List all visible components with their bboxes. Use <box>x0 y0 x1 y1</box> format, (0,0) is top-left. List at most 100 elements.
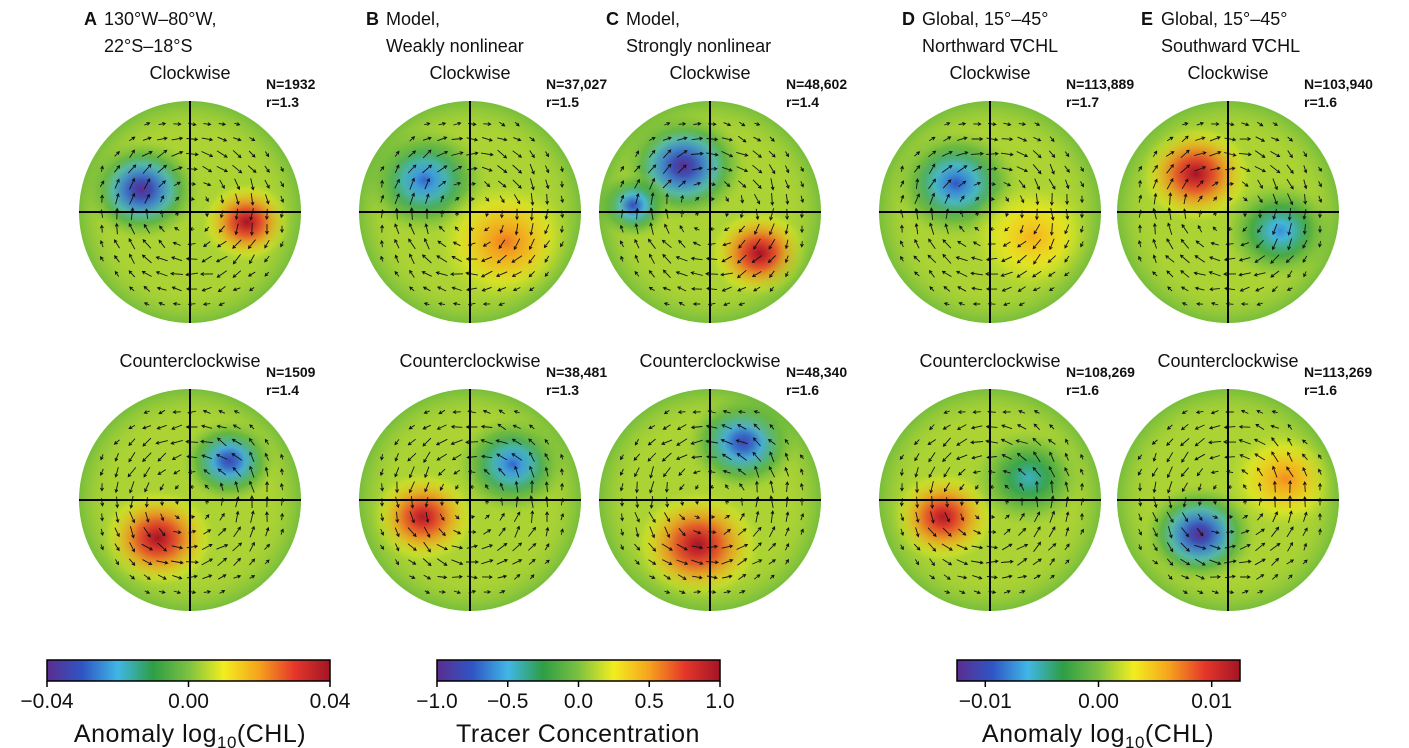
velocity-arrow <box>409 575 416 579</box>
velocity-arrow <box>751 255 762 264</box>
velocity-arrow <box>1286 287 1293 291</box>
column-title-line1: 130°W–80°W, <box>104 9 216 29</box>
velocity-arrow <box>200 439 214 444</box>
velocity-arrows <box>99 409 285 595</box>
velocity-arrow <box>1302 527 1308 537</box>
velocity-arrow <box>481 152 494 157</box>
velocity-arrow <box>1242 484 1247 490</box>
velocity-arrow <box>649 466 654 479</box>
velocity-arrow <box>1152 271 1158 277</box>
velocity-arrow <box>1238 424 1251 429</box>
velocity-arrow <box>1303 165 1308 174</box>
velocity-arrow <box>114 255 120 263</box>
velocity-arrow <box>1001 256 1013 262</box>
velocity-arrow <box>422 149 432 159</box>
panel-r-ratio: r=1.4 <box>266 382 299 398</box>
velocity-arrow <box>203 241 211 248</box>
velocity-arrow <box>1001 137 1014 142</box>
velocity-arrow <box>158 225 165 233</box>
velocity-arrow <box>437 240 447 248</box>
velocity-arrow <box>706 544 719 549</box>
velocity-arrow <box>930 495 935 509</box>
velocity-arrow <box>723 302 731 307</box>
velocity-arrow <box>264 511 269 522</box>
velocity-arrow <box>1048 150 1056 158</box>
velocity-arrow <box>142 425 152 430</box>
velocity-arrow <box>1065 438 1069 445</box>
velocity-arrow <box>900 528 905 536</box>
velocity-arrow <box>1223 425 1236 430</box>
velocity-arrow <box>1182 122 1189 126</box>
velocity-arrow <box>171 256 183 262</box>
colorbar-tick-label: 1.0 <box>705 690 734 713</box>
velocity-arrow <box>466 560 479 564</box>
velocity-arrow <box>436 255 448 263</box>
velocity-arrow <box>156 286 167 291</box>
velocity-arrow <box>115 207 120 220</box>
velocity-arrow <box>528 424 535 430</box>
velocity-arrow <box>692 241 701 247</box>
velocity-arrow <box>720 272 733 277</box>
velocity-arrow <box>280 166 284 173</box>
velocity-arrow <box>158 239 166 249</box>
velocity-arrow <box>422 286 431 292</box>
velocity-arrow <box>157 574 167 580</box>
velocity-arrow <box>127 467 137 478</box>
column-header-e: E Global, 15°–45° Southward ∇CHL <box>1141 9 1300 56</box>
velocity-arrow <box>142 559 153 565</box>
velocity-arrow <box>1002 574 1013 579</box>
velocity-arrow <box>679 514 686 521</box>
velocity-arrow <box>545 179 550 190</box>
velocity-arrow <box>249 254 255 265</box>
velocity-arrow <box>784 438 790 445</box>
velocity-arrow <box>972 470 981 475</box>
velocity-arrow <box>943 574 951 580</box>
velocity-arrow <box>144 497 149 508</box>
velocity-arrow <box>662 163 672 174</box>
velocity-arrow <box>1225 166 1236 171</box>
velocity-arrow <box>1065 208 1070 220</box>
velocity-arrow <box>970 256 983 261</box>
velocity-arrow <box>394 150 400 157</box>
velocity-arrow <box>422 136 432 141</box>
velocity-arrow <box>724 514 731 519</box>
velocity-arrow <box>100 165 104 172</box>
velocity-arrow <box>1210 241 1219 246</box>
velocity-arrow <box>960 513 965 522</box>
velocity-arrow <box>453 590 461 595</box>
velocity-arrow <box>648 269 655 278</box>
velocity-arrow <box>160 195 165 203</box>
velocity-arrow <box>498 409 505 415</box>
colorbar-tick-label: −0.04 <box>20 690 73 713</box>
velocity-arrow <box>250 510 255 523</box>
velocity-arrow <box>1152 238 1158 249</box>
velocity-arrow <box>438 180 447 188</box>
velocity-arrow <box>721 544 734 549</box>
velocity-arrow <box>784 255 789 264</box>
velocity-arrow <box>1318 468 1322 475</box>
velocity-arrow <box>423 237 430 250</box>
velocity-arrow <box>395 559 399 566</box>
velocity-arrow <box>1152 207 1157 220</box>
velocity-arrow <box>155 256 168 262</box>
velocity-arrow <box>1034 122 1041 126</box>
velocity-arrow <box>944 223 949 235</box>
velocity-arrow <box>204 484 210 490</box>
velocity-arrow <box>929 222 935 235</box>
velocity-arrow <box>451 255 463 262</box>
velocity-arrow <box>899 240 904 248</box>
velocity-arrow <box>1152 150 1158 158</box>
velocity-arrow <box>900 165 904 172</box>
velocity-arrow <box>1064 559 1070 565</box>
velocity-arrow <box>435 271 448 277</box>
velocity-arrow <box>408 424 415 430</box>
velocity-arrow <box>1209 455 1220 460</box>
velocity-arrow <box>543 240 550 249</box>
velocity-arrow <box>1016 543 1029 550</box>
velocity-arrow <box>1018 409 1026 414</box>
velocity-arrow <box>705 560 719 565</box>
velocity-arrow <box>172 410 181 415</box>
velocity-arrow <box>1287 437 1293 446</box>
velocity-arrow <box>1064 543 1070 551</box>
velocity-arrow <box>768 150 776 158</box>
